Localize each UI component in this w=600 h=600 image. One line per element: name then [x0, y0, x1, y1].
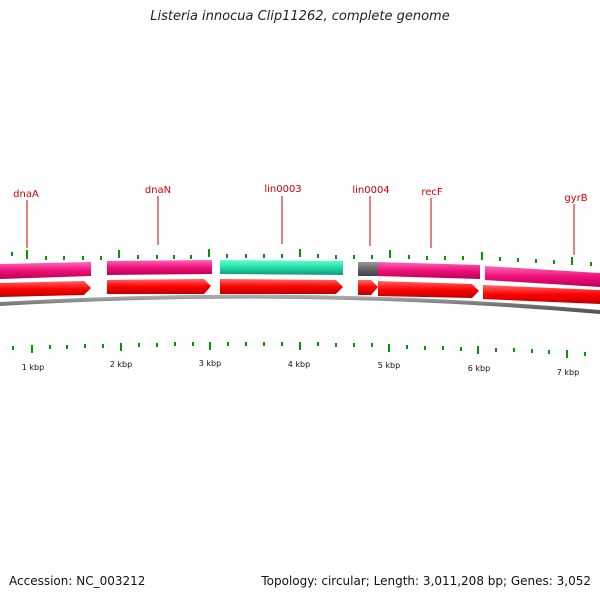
gene-feature-dnaN[interactable]: [107, 260, 212, 275]
cds-track: [0, 279, 600, 304]
gene-track: [0, 260, 600, 287]
gene-label-lin0003: lin0003: [264, 184, 301, 195]
scale-label-5kbp: 5 kbp: [378, 361, 400, 370]
scale-label-6kbp: 6 kbp: [468, 364, 490, 373]
label-leaders: [26, 196, 575, 255]
cds-arrow-lin0004[interactable]: [358, 280, 378, 295]
gene-label-recF: recF: [421, 187, 443, 198]
cds-arrow-dnaN[interactable]: [107, 279, 211, 294]
scale-label-2kbp: 2 kbp: [110, 360, 132, 369]
gene-label-gyrB: gyrB: [564, 193, 587, 204]
gene-feature-gyrB[interactable]: [485, 266, 600, 287]
scale-label-7kbp: 7 kbp: [557, 368, 579, 377]
gene-feature-recF[interactable]: [378, 262, 480, 279]
lower-ticks: [12, 342, 586, 358]
scale-label-1kbp: 1 kbp: [22, 363, 44, 372]
accession-text: Accession: NC_003212: [9, 574, 146, 588]
cds-arrow-gyrB[interactable]: [483, 285, 600, 304]
genome-summary-text: Topology: circular; Length: 3,011,208 bp…: [261, 574, 591, 588]
scale-label-4kbp: 4 kbp: [288, 360, 310, 369]
backbone-arc: [0, 294, 600, 314]
gene-feature-lin0004[interactable]: [358, 262, 378, 276]
scale-labels: 1 kbp 2 kbp 3 kbp 4 kbp 5 kbp 6 kbp 7 kb…: [22, 359, 579, 377]
upper-ticks: [11, 249, 592, 266]
scale-label-3kbp: 3 kbp: [199, 359, 221, 368]
title: Listeria innocua Clip11262, complete gen…: [150, 9, 450, 24]
cds-arrow-dnaA[interactable]: [0, 281, 91, 297]
gene-feature-lin0003[interactable]: [220, 260, 343, 275]
gene-feature-dnaA[interactable]: [0, 262, 91, 279]
cds-arrow-lin0003[interactable]: [220, 279, 343, 294]
gene-label-dnaA: dnaA: [13, 189, 39, 200]
gene-labels: dnaA dnaN lin0003 lin0004 recF gyrB: [13, 184, 588, 204]
gene-label-dnaN: dnaN: [145, 185, 171, 196]
gene-label-lin0004: lin0004: [352, 185, 389, 196]
cds-arrow-recF[interactable]: [378, 281, 479, 298]
